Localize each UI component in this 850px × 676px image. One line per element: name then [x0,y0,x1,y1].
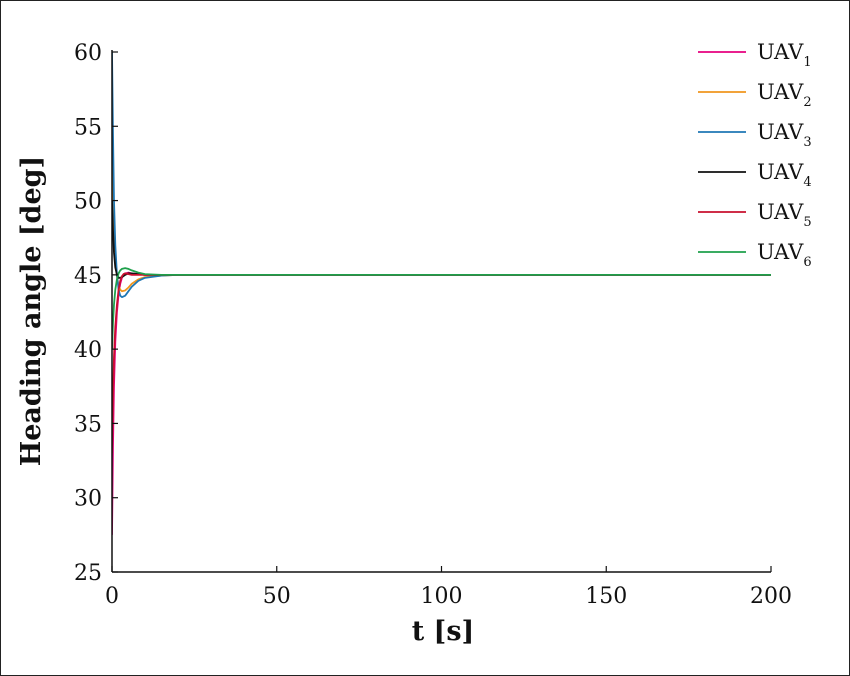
y-tick-label: 40 [74,338,102,363]
series-line-uav3 [112,51,771,299]
legend-label-uav4: UAV4 [757,160,812,190]
y-tick-label: 60 [74,41,102,66]
y-axis-title: Heading angle [deg] [16,156,47,467]
legend: UAV1 UAV2 UAV3 UAV4 UAV5 UAV6 [698,40,812,270]
x-tick-label: 200 [750,584,792,609]
y-tick-label: 55 [74,115,102,140]
legend-label-uav1: UAV1 [757,40,812,70]
y-tick-label: 30 [74,487,102,512]
y-tick-label: 45 [74,264,102,289]
legend-label-uav5: UAV5 [757,200,812,230]
legend-label-uav3: UAV3 [757,120,812,150]
series-line-uav1 [112,271,771,535]
axes-layer [111,50,771,573]
x-tick-label: 50 [263,584,291,609]
x-tick-label: 100 [421,584,463,609]
series-line-uav5 [112,272,771,454]
y-tick-label: 50 [74,190,102,215]
series-layer [112,51,771,535]
x-axis-title: t [s] [412,616,475,647]
y-tick-label: 25 [74,561,102,586]
legend-label-uav2: UAV2 [757,80,812,110]
series-line-uav2 [112,126,771,293]
series-line-uav4 [112,200,771,279]
legend-label-uav6: UAV6 [757,240,812,270]
x-tick-label: 150 [585,584,627,609]
ticks-layer: 0 50 100 150 200 25 30 35 40 45 50 55 60 [74,41,792,609]
x-tick-label: 0 [105,584,119,609]
series-line-uav6 [112,267,771,350]
y-tick-label: 35 [74,412,102,437]
